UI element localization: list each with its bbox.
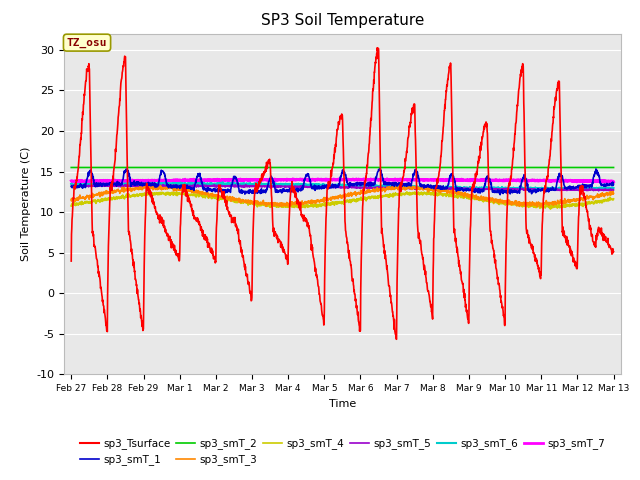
sp3_smT_5 <box>317 184 324 190</box>
sp3_smT_5 <box>595 188 602 193</box>
sp3_smT_3 <box>95 191 103 197</box>
sp3_smT_5 <box>159 182 167 188</box>
sp3_Tsurface <box>610 249 618 254</box>
sp3_smT_6 <box>219 180 227 185</box>
sp3_smT_4 <box>610 196 618 202</box>
sp3_smT_1 <box>595 172 602 178</box>
Legend: sp3_Tsurface, sp3_smT_1, sp3_smT_2, sp3_smT_3, sp3_smT_4, sp3_smT_5, sp3_smT_6, : sp3_Tsurface, sp3_smT_1, sp3_smT_2, sp3_… <box>76 434 609 469</box>
sp3_Tsurface <box>95 274 103 279</box>
sp3_smT_1 <box>610 181 618 187</box>
sp3_smT_5 <box>332 184 339 190</box>
sp3_smT_6 <box>67 181 75 187</box>
sp3_smT_4 <box>547 206 554 212</box>
sp3_smT_7 <box>495 178 502 183</box>
sp3_smT_6 <box>495 185 502 191</box>
Title: SP3 Soil Temperature: SP3 Soil Temperature <box>260 13 424 28</box>
sp3_smT_1 <box>495 189 502 195</box>
sp3_smT_3 <box>317 198 324 204</box>
sp3_smT_4 <box>67 203 75 209</box>
sp3_smT_1 <box>95 181 103 187</box>
sp3_smT_7 <box>70 179 77 185</box>
sp3_smT_3 <box>610 191 618 196</box>
sp3_smT_7 <box>67 178 75 184</box>
sp3_smT_1 <box>497 192 504 198</box>
sp3_smT_2 <box>594 165 602 170</box>
sp3_smT_6 <box>534 187 541 193</box>
Text: TZ_osu: TZ_osu <box>67 37 108 48</box>
sp3_smT_2 <box>317 165 324 170</box>
sp3_smT_3 <box>152 182 160 188</box>
Y-axis label: Soil Temperature (C): Soil Temperature (C) <box>20 147 31 261</box>
Line: sp3_smT_3: sp3_smT_3 <box>71 185 614 207</box>
sp3_smT_3 <box>332 194 339 200</box>
sp3_smT_3 <box>67 196 75 202</box>
sp3_smT_5 <box>95 183 103 189</box>
sp3_smT_2 <box>67 165 75 170</box>
sp3_smT_1 <box>595 171 602 177</box>
sp3_smT_6 <box>332 182 339 188</box>
sp3_smT_6 <box>595 185 602 191</box>
sp3_smT_4 <box>332 200 339 205</box>
sp3_smT_7 <box>595 179 602 184</box>
sp3_smT_6 <box>317 182 324 188</box>
sp3_smT_4 <box>95 198 103 204</box>
sp3_smT_2 <box>95 165 103 170</box>
sp3_smT_3 <box>595 192 602 198</box>
sp3_smT_5 <box>545 188 552 194</box>
sp3_smT_7 <box>332 177 339 183</box>
sp3_smT_2 <box>610 165 618 170</box>
sp3_smT_6 <box>595 186 602 192</box>
sp3_smT_7 <box>317 177 325 183</box>
sp3_smT_4 <box>595 198 602 204</box>
sp3_smT_1 <box>317 185 324 191</box>
sp3_Tsurface <box>317 300 324 305</box>
X-axis label: Time: Time <box>329 399 356 408</box>
sp3_smT_4 <box>173 189 180 195</box>
Line: sp3_smT_4: sp3_smT_4 <box>71 192 614 209</box>
Line: sp3_smT_6: sp3_smT_6 <box>71 182 614 190</box>
sp3_Tsurface <box>595 226 602 231</box>
sp3_smT_5 <box>610 187 618 193</box>
Line: sp3_smT_1: sp3_smT_1 <box>71 169 614 195</box>
sp3_Tsurface <box>495 280 502 286</box>
sp3_smT_7 <box>610 179 618 185</box>
sp3_smT_2 <box>331 165 339 170</box>
sp3_smT_2 <box>594 165 602 170</box>
sp3_Tsurface <box>67 258 75 264</box>
sp3_smT_1 <box>376 166 384 172</box>
sp3_smT_1 <box>67 184 75 190</box>
sp3_smT_3 <box>534 204 541 210</box>
sp3_smT_6 <box>610 185 618 191</box>
sp3_smT_7 <box>301 176 309 181</box>
sp3_smT_6 <box>95 181 103 187</box>
sp3_Tsurface <box>373 45 381 50</box>
sp3_smT_5 <box>67 183 75 189</box>
sp3_smT_7 <box>95 179 103 184</box>
sp3_smT_3 <box>595 194 602 200</box>
Line: sp3_smT_5: sp3_smT_5 <box>71 185 614 191</box>
sp3_Tsurface <box>331 145 339 151</box>
sp3_smT_5 <box>595 186 602 192</box>
sp3_Tsurface <box>393 336 401 342</box>
sp3_smT_3 <box>495 200 502 205</box>
Line: sp3_Tsurface: sp3_Tsurface <box>71 48 614 339</box>
sp3_smT_4 <box>595 199 602 205</box>
sp3_smT_4 <box>495 199 502 205</box>
sp3_smT_4 <box>317 202 324 207</box>
Line: sp3_smT_7: sp3_smT_7 <box>71 179 614 182</box>
sp3_smT_7 <box>595 178 602 183</box>
sp3_Tsurface <box>595 226 602 232</box>
sp3_smT_5 <box>495 186 502 192</box>
sp3_smT_2 <box>495 165 502 170</box>
sp3_smT_1 <box>331 183 339 189</box>
